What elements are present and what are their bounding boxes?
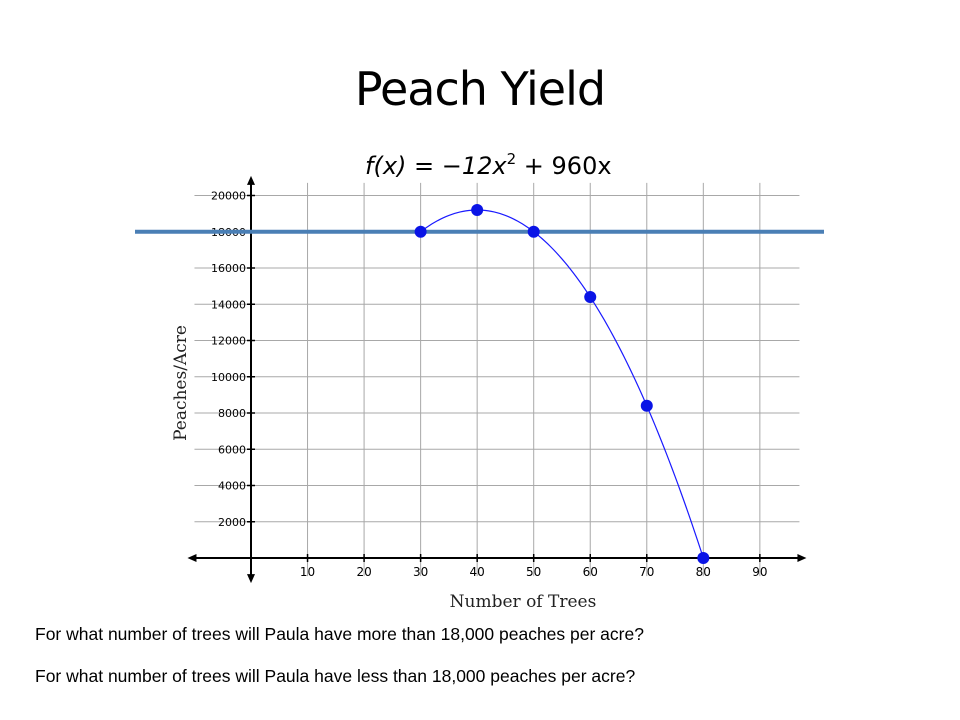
y-tick-label: 2000 [218,516,246,529]
parabola-curve [420,209,704,559]
x-tick-label: 20 [356,565,371,579]
equation-exponent: 2 [507,150,517,168]
x-tick-label: 70 [639,565,654,579]
x-tick-label: 90 [752,565,767,579]
data-point [584,291,597,303]
x-tick-label: 50 [526,565,541,579]
y-tick-label: 6000 [218,443,246,456]
y-axis-label: Peaches/Acre [171,325,191,441]
slide-title: Peach Yield [354,62,606,116]
function-equation: f(x) = −12x2 + 960x [365,150,612,180]
y-tick-label: 16000 [211,262,246,275]
x-axis-arrow [797,554,807,562]
y-axis-arrow-down [247,574,255,584]
x-tick-label: 30 [413,565,428,579]
equation-prefix: f(x) = −12x [365,152,507,180]
tick-labels: 10 20 30 40 50 60 70 80 90 2000 4000 6000 8000 10000 1… [211,190,768,580]
y-tick-label: 14000 [211,298,246,311]
x-tick-label: 60 [583,565,598,579]
data-point [697,552,710,564]
y-axis-arrow [247,175,255,185]
data-point [414,225,427,238]
data-point [471,204,484,216]
y-tick-label: 8000 [218,407,246,420]
data-point [640,399,653,412]
y-tick-label: 4000 [218,480,246,493]
question-more-than: For what number of trees will Paula have… [35,624,644,644]
y-tick-label: 20000 [211,190,246,203]
y-tick-label: 12000 [211,335,246,348]
grid [194,182,800,577]
x-tick-label: 10 [300,565,315,579]
y-tick-label: 10000 [211,371,246,384]
equation-suffix: + 960x [516,152,611,180]
x-axis-label: Number of Trees [450,592,597,612]
data-points [414,204,710,564]
x-axis-arrow-left [187,554,197,562]
data-point [527,225,540,238]
curve-layer [420,209,704,559]
x-tick-label: 80 [696,565,711,579]
x-tick-label: 40 [470,565,485,579]
question-less-than: For what number of trees will Paula have… [35,666,636,686]
